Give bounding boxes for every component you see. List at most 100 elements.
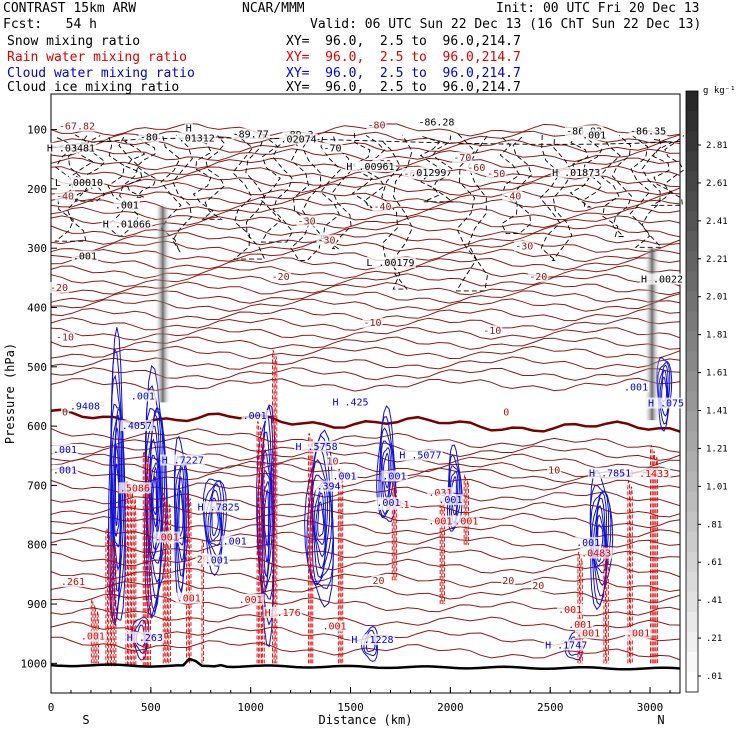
colorbar-label: 2.41 [706,217,728,227]
colorbar-segment [686,651,698,673]
rain-contour [274,355,278,664]
label-backdrop [543,639,589,651]
rain-label: H .1433 [627,469,669,480]
rain-contour [131,492,134,667]
label-backdrop [514,240,535,252]
cloud-water-label: .4057 [122,421,152,432]
contour-labels: -67.82-80-60-50-40-60-70-40-20-30-30-40-… [45,116,686,652]
rain-contour [168,504,171,664]
rain-contour [603,545,606,664]
rain-contour [113,545,117,667]
isotherm-label: 20 [372,576,384,587]
isotherm-line [50,336,681,350]
x-tick-label: 500 [141,701,161,714]
snow-contour [569,135,603,208]
rain-label: H .176 [265,608,301,619]
isotherm-line [50,181,681,196]
colorbar-segment [686,231,698,252]
snow-contour [539,135,573,262]
label-backdrop [547,464,562,476]
snow-label: H .01066 [103,219,151,230]
snow-label: -89.77 [233,129,269,140]
field-rain-label: Rain water mixing ratio [7,50,188,65]
isotherm-label: -60 [467,163,485,174]
label-backdrop [195,553,210,565]
colorbar-segment [686,351,698,372]
colorbar-segment [686,91,698,112]
isotherm-label: -80 [367,120,385,131]
field-snow-xy: XY= 96.0, 2.5 to 96.0,214.7 [286,34,521,49]
cloud-water-label: .001 [223,537,247,548]
cloud-water-contour [304,429,334,608]
rain-contour [105,527,108,667]
snow-label: .01299 [410,168,446,179]
cloud-water-label: .001 [624,383,648,394]
snow-label: L .00179 [366,258,414,269]
isotherm-label: 20 [197,555,209,566]
label-backdrop [196,501,242,513]
isotherm-line [50,408,681,433]
label-backdrop [482,325,503,337]
label-backdrop [221,535,248,547]
colorbar-segment [686,371,698,392]
label-backdrop [54,190,76,202]
isotherm-label: -20 [272,272,290,283]
label-backdrop [45,142,97,154]
colorbar-segment [686,471,698,493]
isotherm-line [50,551,681,578]
isotherm-label: -50 [487,169,505,180]
label-backdrop [371,574,386,586]
label-backdrop [579,547,613,559]
isotherm-line [51,636,681,661]
x-tick-label: 2000 [437,701,464,714]
rain-label: .001 [177,594,201,605]
label-backdrop [502,190,523,202]
colorbar-segment [686,191,698,212]
forecast-hour: Fcst: 54 h [3,17,97,32]
label-backdrop [315,480,342,492]
label-backdrop [129,390,157,402]
cloud-water-label: H .1228 [351,635,393,646]
label-backdrop [316,234,337,246]
model-title: CONTRAST 15km ARW [3,1,137,16]
isotherm-label: -10 [363,318,381,329]
isotherm-label: -10 [483,326,501,337]
label-backdrop [362,316,383,328]
colorbar-segment [686,251,698,272]
colorbar-segment [686,171,698,192]
x-tick-label: 1500 [337,701,364,714]
label-backdrop [427,487,454,499]
label-backdrop [417,116,456,128]
x-tick-label: 2500 [537,701,564,714]
cloud-water-contour [148,425,162,559]
cloud-water-contour [178,490,184,537]
label-backdrop [270,271,291,283]
label-backdrop [177,132,217,144]
rain-contour [96,611,99,664]
label-backdrop [574,627,602,639]
rain-contour [652,450,656,664]
snow-label: .02074 [281,135,317,146]
rain-contour [262,433,265,664]
snow-label: -70 [324,144,342,155]
field-rain-xy: XY= 96.0, 2.5 to 96.0,214.7 [286,50,521,65]
rain-label: .001 [576,629,600,640]
label-backdrop [427,515,454,527]
isotherm-line [50,515,681,540]
cloud-water-contour [262,481,271,563]
isotherm-label: 20 [532,581,544,592]
snow-label: -86.35 [630,126,666,137]
colorbar: g kg⁻¹ 2.81 2.61 2.41 2.21 2.01 1.81 1.61 1.41 1.… [685,86,736,693]
rain-contour [655,456,659,664]
isotherm-line [50,505,681,529]
x-tick-label: 1000 [237,701,264,714]
cloud-water-contour [258,413,275,600]
rain-label: .001 [428,517,452,528]
cloud-water-contour [317,501,325,537]
rain-contour [148,462,151,667]
colorbar-label: 2.01 [706,293,728,303]
rain-contour [627,480,630,664]
cloud-water-contour [151,466,158,528]
snow-contour [232,132,266,260]
colorbar-segment [686,431,698,453]
